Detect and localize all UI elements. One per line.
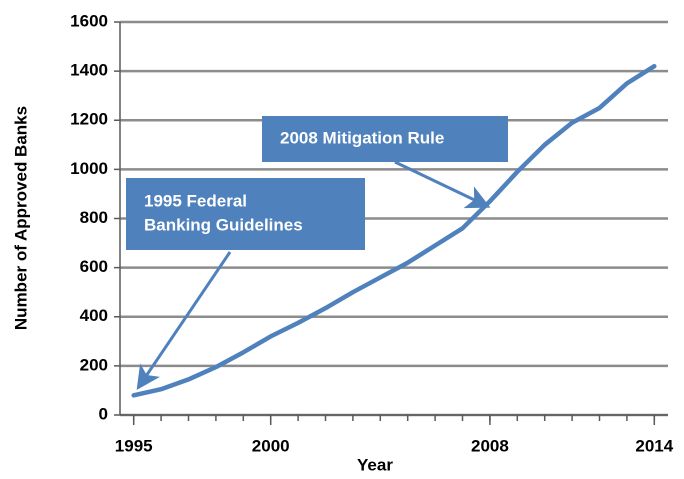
y-tick-label: 600 (80, 257, 108, 276)
y-axis-label: Number of Approved Banks (11, 106, 30, 330)
y-tick-label: 0 (99, 404, 108, 423)
y-tick-label: 200 (80, 355, 108, 374)
x-tick-label: 2014 (635, 436, 673, 455)
x-tick-label: 2008 (471, 436, 509, 455)
y-tick-label: 800 (80, 208, 108, 227)
x-tick-label: 2000 (252, 436, 290, 455)
y-tick-label: 1400 (70, 61, 108, 80)
y-tick-label: 1600 (70, 11, 108, 30)
annotation-box (126, 178, 365, 250)
annotation-box (262, 116, 508, 162)
x-axis-label: Year (357, 455, 393, 474)
annotation-arrow (394, 160, 491, 209)
y-tick-label: 400 (80, 306, 108, 325)
x-tick-label: 1995 (115, 436, 153, 455)
y-tick-label: 1200 (70, 110, 108, 129)
y-tick-label: 1000 (70, 159, 108, 178)
data-line (131, 63, 657, 398)
annotation-text: Banking Guidelines (144, 215, 303, 234)
annotation-text: 1995 Federal (144, 191, 247, 210)
annotation-arrow (136, 251, 232, 390)
annotation-text: 2008 Mitigation Rule (280, 128, 444, 147)
